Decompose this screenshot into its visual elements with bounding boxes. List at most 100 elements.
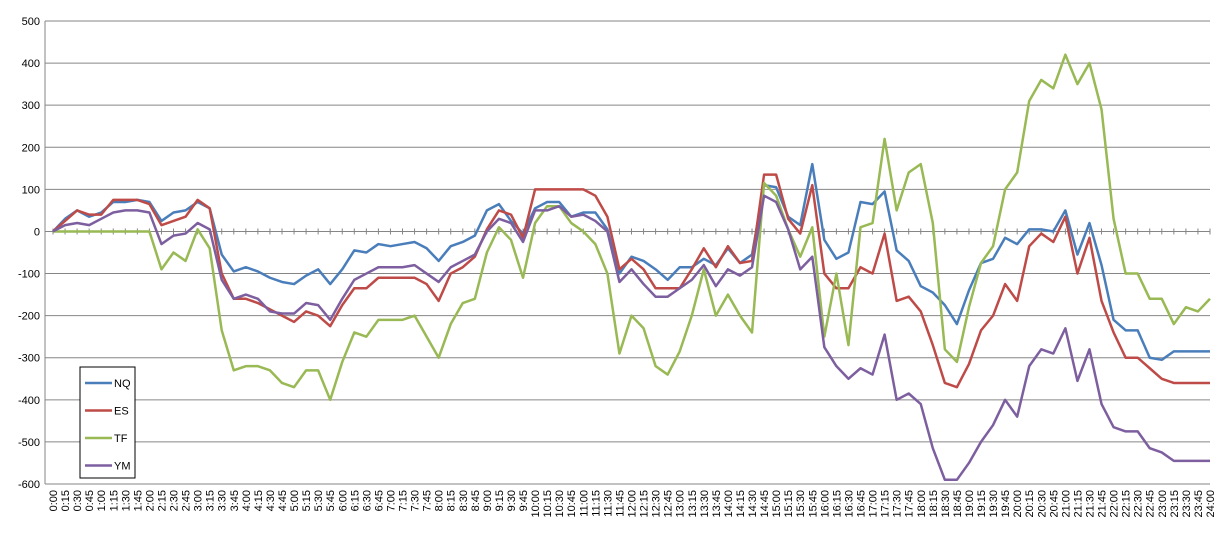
x-tick-label: 23:00 (1157, 490, 1169, 518)
x-tick-label: 5:30 (313, 490, 325, 511)
x-tick-label: 17:15 (880, 490, 892, 518)
x-tick-label: 5:00 (289, 490, 301, 511)
y-tick-label: -400 (18, 395, 40, 407)
x-tick-label: 4:00 (241, 490, 253, 511)
x-tick-label: 8:00 (434, 490, 446, 511)
y-tick-label: 300 (22, 100, 40, 112)
x-tick-label: 14:45 (759, 490, 771, 518)
x-tick-label: 16:15 (831, 490, 843, 518)
x-tick-label: 4:45 (277, 490, 289, 511)
series-line (53, 53, 1211, 402)
x-tick-label: 15:15 (783, 490, 795, 518)
x-tick-label: 3:45 (229, 490, 241, 511)
x-tick-label: 7:30 (410, 490, 422, 511)
series-line (52, 173, 1210, 389)
x-tick-label: 23:45 (1193, 490, 1205, 518)
x-tick-label: 12:30 (651, 490, 663, 518)
x-tick-label: 7:00 (385, 490, 397, 511)
x-tick-label: 6:15 (349, 490, 361, 511)
x-tick-label: 22:45 (1145, 490, 1157, 518)
legend-box (79, 366, 136, 479)
x-tick-label: 15:30 (795, 490, 807, 518)
x-tick-label: 13:45 (711, 490, 723, 518)
x-tick-label: 11:15 (590, 490, 602, 517)
x-tick-label: 8:15 (446, 490, 458, 511)
x-tick-label: 3:00 (193, 490, 205, 511)
x-tick-label: 18:30 (940, 490, 952, 518)
x-tick-label: 13:00 (675, 490, 687, 518)
x-tick-label: 20:45 (1048, 490, 1060, 518)
x-tick-label: 12:00 (627, 490, 639, 518)
x-tick-label: 15:00 (771, 490, 783, 518)
x-tick-label: 21:15 (1072, 490, 1084, 518)
x-tick-label: 3:30 (217, 490, 229, 511)
y-tick-label: 500 (22, 16, 40, 28)
x-tick-label: 2:15 (156, 490, 168, 511)
x-tick-label: 21:30 (1084, 490, 1096, 518)
x-tick-label: 21:00 (1060, 490, 1072, 518)
x-tick-label: 5:45 (325, 490, 337, 511)
series-line (52, 162, 1210, 362)
x-tick-label: 0:00 (48, 490, 60, 511)
x-tick-label: 14:00 (723, 490, 735, 518)
x-tick-label: 13:15 (687, 490, 699, 518)
y-tick-label: 100 (22, 184, 40, 196)
x-tick-label: 4:30 (265, 490, 277, 511)
x-tick-label: 21:45 (1097, 490, 1109, 518)
x-tick-label: 13:30 (699, 490, 711, 518)
x-tick-label: 11:45 (614, 490, 626, 517)
x-tick-label: 4:15 (253, 490, 265, 511)
x-tick-label: 0:45 (84, 490, 96, 511)
x-tick-label: 19:30 (988, 490, 1000, 518)
x-tick-label: 2:00 (144, 490, 156, 511)
x-tick-label: 17:45 (904, 490, 916, 518)
x-tick-label: 10:45 (566, 490, 578, 518)
x-tick-label: 20:00 (1012, 490, 1024, 518)
x-tick-label: 6:30 (361, 490, 373, 511)
x-tick-label: 9:30 (506, 490, 518, 511)
x-tick-label: 9:00 (482, 490, 494, 511)
x-tick-label: 22:30 (1133, 490, 1145, 518)
x-tick-label: 23:15 (1169, 490, 1181, 518)
x-tick-label: 2:30 (169, 490, 181, 511)
x-tick-label: 14:15 (735, 490, 747, 518)
x-tick-label: 9:15 (494, 490, 506, 511)
x-tick-label: 24:00 (1205, 490, 1217, 518)
x-tick-label: 12:15 (639, 490, 651, 518)
x-tick-label: 2:45 (181, 490, 193, 511)
x-tick-label: 11:30 (602, 490, 614, 517)
x-tick-label: 10:00 (530, 490, 542, 518)
y-tick-label: -500 (18, 437, 40, 449)
x-tick-label: 10:15 (542, 490, 554, 518)
x-tick-label: 8:30 (458, 490, 470, 511)
x-tick-label: 16:30 (843, 490, 855, 518)
x-tick-label: 7:45 (422, 490, 434, 511)
legend-label: NQ (114, 378, 131, 390)
x-tick-label: 3:15 (205, 490, 217, 511)
x-tick-label: 20:30 (1036, 490, 1048, 518)
x-tick-label: 15:45 (807, 490, 819, 518)
x-tick-label: 1:15 (108, 490, 120, 511)
x-tick-label: 19:45 (1000, 490, 1012, 518)
x-tick-label: 5:15 (301, 490, 313, 511)
x-tick-label: 12:45 (663, 490, 675, 518)
x-tick-label: 17:30 (892, 490, 904, 518)
x-tick-label: 18:00 (916, 490, 928, 518)
x-tick-label: 17:00 (868, 490, 880, 518)
x-tick-label: 1:30 (120, 490, 132, 511)
x-tick-label: 19:15 (976, 490, 988, 518)
y-tick-label: 400 (22, 58, 40, 70)
legend-label: TF (114, 433, 128, 445)
series-line (52, 194, 1210, 482)
x-tick-label: 0:30 (72, 490, 84, 511)
x-tick-label: 23:30 (1181, 490, 1193, 518)
y-tick-label: 200 (22, 142, 40, 154)
x-tick-label: 7:15 (398, 490, 410, 511)
x-tick-label: 6:00 (337, 490, 349, 511)
x-tick-label: 0:15 (60, 490, 72, 511)
y-tick-label: -600 (18, 479, 40, 491)
x-tick-label: 11:00 (578, 490, 590, 517)
x-tick-label: 22:00 (1109, 490, 1121, 518)
